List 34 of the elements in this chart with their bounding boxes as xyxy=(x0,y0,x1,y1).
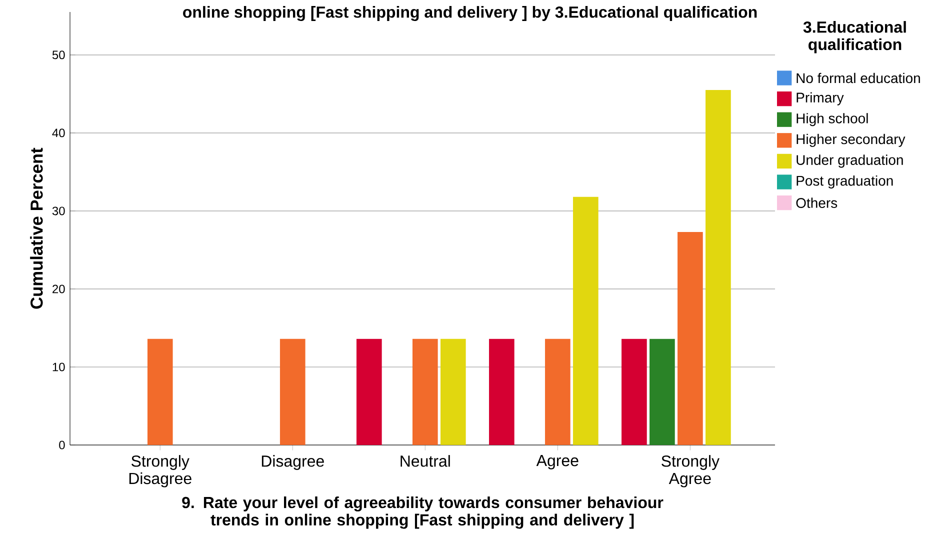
x-tick-label: Agree xyxy=(536,455,578,470)
bar xyxy=(440,338,466,445)
bar xyxy=(545,338,570,445)
bar xyxy=(706,90,731,445)
y-axis-title: Cumulative Percent xyxy=(30,148,43,309)
legend-label: Higher secondary xyxy=(796,134,906,147)
legend-title: 3.Educational qualification xyxy=(803,21,906,54)
bar xyxy=(678,232,703,445)
bar xyxy=(356,338,382,445)
y-tick-label: 20 xyxy=(52,284,65,294)
legend-label: Others xyxy=(796,198,838,208)
bar xyxy=(280,338,306,445)
legend-label: Primary xyxy=(796,92,844,106)
legend-label: Post graduation xyxy=(796,175,893,189)
y-tick-label: 10 xyxy=(52,362,65,372)
x-tick-label: Neutral xyxy=(400,455,450,467)
y-tick-label: 50 xyxy=(52,50,65,60)
bar xyxy=(622,338,647,445)
x-tick-label: Strongly Agree xyxy=(662,455,720,488)
chart-title: online shopping [Fast shipping and delivery ] by 3.Educational qualification xyxy=(183,6,757,22)
x-tick-label: Strongly Disagree xyxy=(129,455,192,488)
y-tick-label: 30 xyxy=(52,206,65,216)
bar xyxy=(650,338,675,445)
x-axis-title: 9. Rate your level of agreeability towards consumer behaviour trends in online shopping [Fast shipping and delivery ] xyxy=(182,496,664,529)
y-tick-label: 40 xyxy=(52,128,65,138)
x-tick-label: Disagree xyxy=(262,455,324,470)
legend-label: High school xyxy=(796,113,868,126)
bar xyxy=(147,338,173,445)
bar xyxy=(573,196,598,445)
bar xyxy=(489,338,514,445)
y-tick-label: 0 xyxy=(59,440,65,450)
legend-label: Under graduation xyxy=(796,154,903,168)
legend-label: No formal education xyxy=(796,72,920,84)
bar xyxy=(412,338,438,445)
